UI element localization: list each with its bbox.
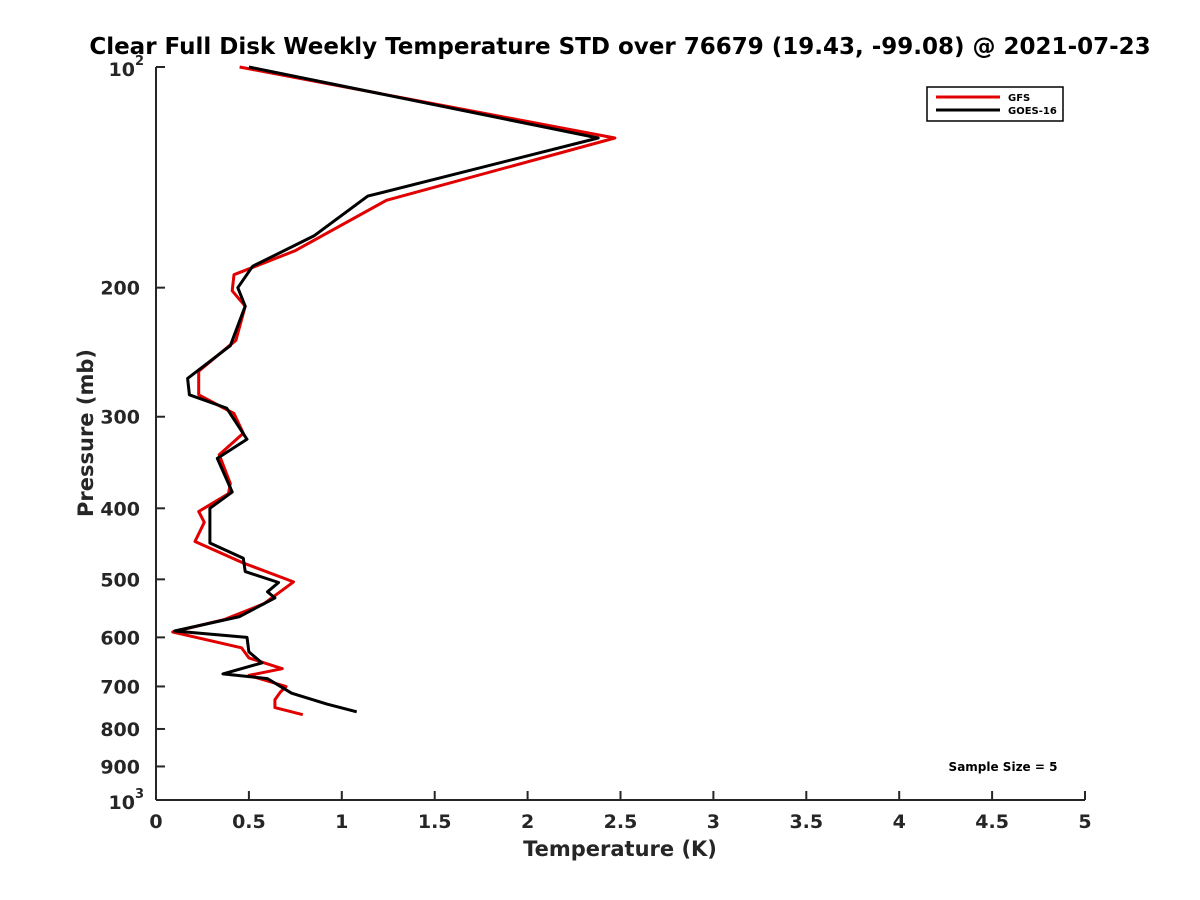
x-axis-label: Temperature (K) <box>523 837 717 861</box>
x-tick-label: 2.5 <box>604 811 638 833</box>
tick-labels: 0 0.5 1 1.5 2 2.5 3 3.5 4 4.5 5 102 200 300 400 500 600 7… <box>100 54 1091 833</box>
x-tick-label: 1.5 <box>418 811 452 833</box>
x-tick-label: 4 <box>893 811 906 833</box>
sample-size-note: Sample Size = 5 <box>949 760 1058 774</box>
x-tick-label: 5 <box>1078 811 1091 833</box>
x-tick-label: 3.5 <box>789 811 823 833</box>
x-tick-label: 4.5 <box>975 811 1009 833</box>
y-tick-label: 300 <box>100 407 140 429</box>
axes <box>155 66 1086 801</box>
y-axis-label: Pressure (mb) <box>74 349 98 517</box>
y-tick-label: 103 <box>109 787 145 814</box>
x-tick-label: 1 <box>335 811 348 833</box>
y-tick-label: 700 <box>100 676 140 698</box>
y-tick-label: 800 <box>100 719 140 741</box>
y-tick-label: 500 <box>100 569 140 591</box>
y-tick-label: 200 <box>100 278 140 300</box>
x-tick-label: 0 <box>149 811 162 833</box>
y-tick-label: 600 <box>100 627 140 649</box>
y-tick-label: 102 <box>109 54 145 81</box>
legend-box <box>926 86 1064 122</box>
series-lines <box>171 65 617 717</box>
y-tick-label: 900 <box>100 756 140 778</box>
legend: GFS GOES-16 <box>926 86 1064 122</box>
y-tick-label: 400 <box>100 498 140 520</box>
legend-label: GFS <box>1008 93 1030 104</box>
x-tick-label: 0.5 <box>232 811 266 833</box>
series-line-goes-16 <box>173 65 600 714</box>
chart-title: Clear Full Disk Weekly Temperature STD o… <box>89 34 1150 60</box>
series-line-gfs <box>171 65 617 717</box>
x-tick-label: 3 <box>707 811 720 833</box>
legend-label: GOES-16 <box>1008 106 1057 117</box>
x-tick-label: 2 <box>521 811 534 833</box>
